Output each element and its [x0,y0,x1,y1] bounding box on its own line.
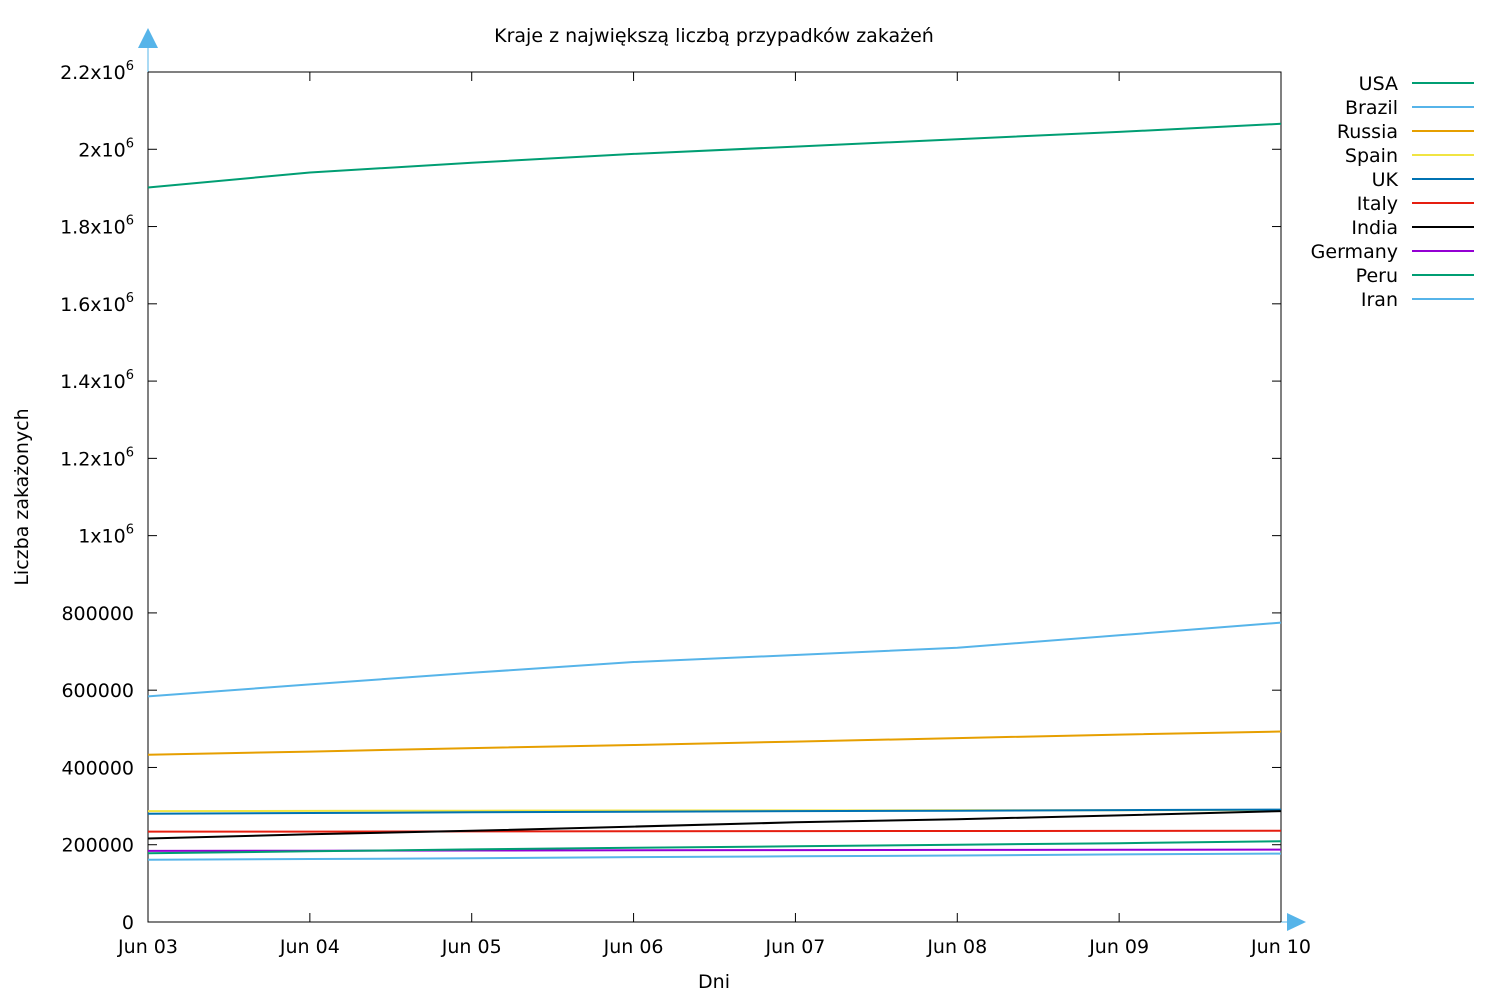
y-tick-label: 600000 [61,680,134,702]
y-tick-label: 1.8x106 [60,214,134,239]
axis-ticks: 0 200000 400000 600000 800000 1x106 1.2x106 1.4… [60,59,1311,958]
y-tick-label: 800000 [61,603,134,625]
y-axis-arrow-head [138,28,158,48]
y-tick-label: 2x106 [78,136,134,161]
legend-label-iran: Iran [1361,289,1398,311]
y-tick-label: 2.2x106 [60,59,134,84]
y-tick-label: 1.4x106 [60,368,134,393]
series-lines [147,122,1282,861]
x-axis-title: Dni [698,971,730,993]
legend: USABrazilRussiaSpainUKItalyIndiaGermanyP… [1311,73,1474,311]
series-line-uk [147,808,1282,815]
series-line-india [147,810,1282,840]
x-tick-label: Jun 08 [926,936,987,958]
legend-label-russia: Russia [1337,121,1398,143]
x-axis-arrow-head [1287,913,1306,931]
y-tick-label: 1.2x106 [60,445,134,470]
series-line-peru [147,840,1282,855]
x-tick-label: Jun 04 [279,936,340,958]
plot-frame [138,28,1306,931]
x-tick-label: Jun 10 [1250,936,1311,958]
legend-label-italy: Italy [1357,193,1398,215]
y-axis-title: Liczba zakażonych [11,408,33,585]
legend-label-spain: Spain [1345,145,1398,167]
y-tick-label: 1.6x106 [60,291,134,316]
legend-label-usa: USA [1359,73,1398,95]
x-tick-label: Jun 07 [764,936,825,958]
chart-title: Kraje z największą liczbą przypadków zak… [494,25,934,47]
series-line-iran [147,852,1282,861]
y-tick-label: 400000 [61,757,134,779]
legend-label-brazil: Brazil [1345,97,1398,119]
series-line-italy [148,829,1282,833]
series-line-brazil [147,621,1282,698]
y-tick-label: 1x106 [78,523,134,548]
x-tick-label: Jun 06 [603,936,664,958]
series-line-russia [147,730,1282,756]
legend-label-uk: UK [1372,169,1399,191]
legend-label-peru: Peru [1356,265,1398,287]
y-tick-label: 0 [122,912,134,934]
legend-label-india: India [1351,217,1398,239]
y-tick-label: 200000 [61,835,134,857]
x-tick-label: Jun 03 [117,936,178,958]
series-line-usa [147,122,1282,189]
legend-label-germany: Germany [1311,241,1398,263]
x-tick-label: Jun 09 [1088,936,1149,958]
plot-border [147,71,1282,923]
x-tick-label: Jun 05 [441,936,502,958]
